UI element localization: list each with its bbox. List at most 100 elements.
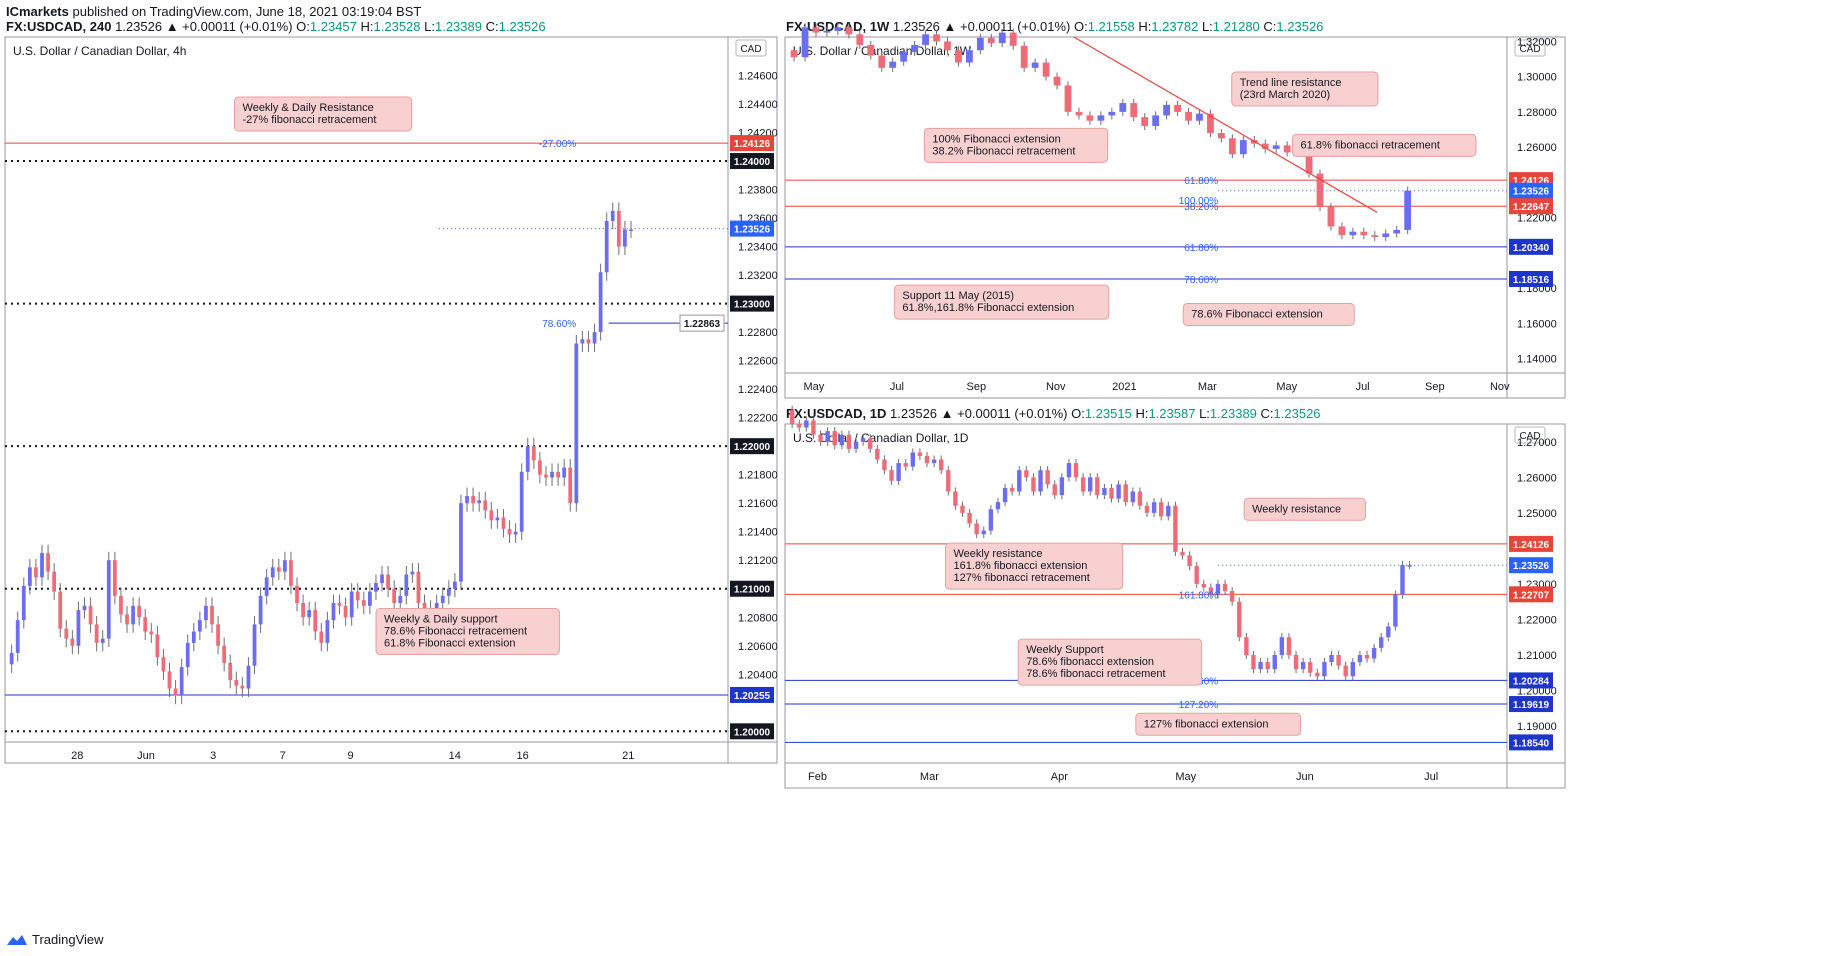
w1-price-flag-label: 1.23526	[1513, 187, 1550, 198]
d1-candle-body	[1116, 484, 1121, 499]
h4-candle-body	[355, 591, 360, 601]
d1-change: 1.23526 ▲ +0.00011 (+0.01%)	[890, 406, 1068, 421]
w1-fib-label: 100.00%	[1179, 196, 1219, 207]
h4-candle-body	[368, 591, 372, 606]
h4-ytick: 1.21400	[738, 527, 778, 539]
h4-candle-body	[343, 605, 348, 618]
d1-candle-body	[1350, 662, 1356, 677]
w1-ytick: 1.16000	[1517, 318, 1557, 330]
w1-candle-body	[834, 27, 842, 31]
w1-candle-body	[1261, 143, 1269, 149]
d1-candle-body	[1180, 551, 1185, 556]
d1-candle-body	[811, 420, 816, 435]
d1-candle-body	[1229, 591, 1235, 602]
w1-candle-body	[965, 50, 973, 63]
d1-candle-body	[1059, 477, 1065, 496]
h4-candle-body	[319, 631, 324, 643]
d1-candle-body	[1215, 583, 1221, 595]
h4-candle-body	[495, 517, 500, 521]
w1-candle-body	[867, 44, 875, 56]
d1-candle-body	[1343, 665, 1348, 677]
d1-ytick: 1.19000	[1517, 721, 1557, 733]
h4-candle-body	[562, 467, 567, 478]
h4-close: C:1.23526	[485, 19, 546, 34]
d1-candle-body	[889, 470, 894, 481]
d1-candle-body	[875, 448, 880, 460]
d1-candle-body	[1300, 662, 1306, 670]
w1-frame	[784, 36, 1566, 399]
d1-candle-body	[1088, 477, 1093, 492]
d1-candle-body	[1002, 487, 1008, 503]
w1-xtick: Nov	[1490, 381, 1510, 393]
h4-candle-body	[82, 605, 87, 611]
w1-trend-line	[1073, 36, 1378, 213]
w1-note-box	[1231, 71, 1379, 107]
h4-ytick: 1.22600	[738, 356, 778, 368]
w1-note-line: 61.8% fibonacci retracement	[1301, 139, 1440, 151]
d1-candle-body	[818, 434, 823, 442]
d1-candle-body	[1286, 637, 1292, 655]
w1-ytick: 1.28000	[1517, 107, 1557, 119]
d1-price-flag-label: 1.18540	[1513, 738, 1550, 749]
publisher-user[interactable]: ICmarkets	[6, 4, 69, 19]
h4-candle-body	[489, 510, 494, 521]
d1-price-flag-label: 1.23526	[1513, 561, 1550, 572]
h4-ytick: 1.22800	[738, 327, 778, 339]
d1-candle-body	[924, 455, 930, 464]
w1-candle-body	[1327, 207, 1335, 227]
h4-candle-body	[538, 460, 542, 475]
h4-price-flag	[730, 295, 774, 312]
d1-currency-label: CAD	[1519, 431, 1540, 442]
h4-candle-body	[404, 574, 409, 596]
w1-price-flag	[1509, 270, 1553, 287]
w1-candle-body	[1020, 45, 1028, 68]
h4-candle-body	[446, 588, 451, 596]
h4-candle-body	[465, 496, 469, 504]
h4-candle-body	[568, 467, 573, 504]
d1-price-flag	[1509, 734, 1553, 751]
d1-note-box	[944, 542, 1124, 590]
d1-candle-body	[1144, 505, 1150, 513]
d1-note-line: 161.8% fibonacci extension	[953, 560, 1087, 572]
h4-currency-box	[735, 39, 767, 57]
h4-candle-body	[525, 446, 530, 472]
h4-price-flag	[730, 580, 774, 597]
h4-price-flag-label: 1.22000	[734, 442, 771, 453]
d1-currency-box	[1514, 426, 1546, 444]
w1-candle-body	[889, 61, 897, 68]
h4-candle-body	[155, 634, 160, 658]
w1-fib-label: 61.80%	[1184, 243, 1218, 254]
h4-candle-body	[398, 595, 403, 603]
d1-price-flag	[1509, 672, 1553, 689]
h4-ytick: 1.21600	[738, 498, 778, 510]
h4-candle-body	[325, 620, 330, 643]
h4-candle-body	[580, 339, 585, 344]
d1-ytick: 1.20000	[1517, 686, 1557, 698]
w1-note-line: 100% Fibonacci extension	[932, 133, 1060, 145]
d1-candle-body	[1364, 654, 1370, 659]
tradingview-footer[interactable]: TradingView	[6, 932, 104, 947]
w1-candle-body	[1283, 145, 1291, 153]
h4-candle-body	[416, 571, 421, 603]
d1-candle-body	[995, 502, 1001, 510]
d1-xtick: Jun	[1296, 771, 1314, 783]
d1-candle-body	[825, 431, 830, 442]
d1-candle-body	[1357, 654, 1363, 663]
d1-candle-body	[1201, 583, 1206, 588]
d1-candle-body	[1066, 463, 1072, 478]
w1-candle-body	[1097, 115, 1105, 121]
w1-candle-body	[1119, 103, 1127, 112]
w1-price-flag-label: 1.20340	[1513, 243, 1550, 254]
w1-currency-box	[1514, 39, 1546, 57]
w1-ytick: 1.30000	[1517, 72, 1557, 84]
d1-ytick: 1.25000	[1517, 508, 1557, 520]
h4-candle-body	[185, 642, 190, 668]
d1-candle-body	[1024, 470, 1029, 478]
h4-price-flag	[730, 686, 774, 703]
h4-fib-label: -27.00%	[539, 139, 576, 150]
h4-candle-body	[282, 560, 287, 572]
w1-candle-body	[1196, 113, 1203, 121]
